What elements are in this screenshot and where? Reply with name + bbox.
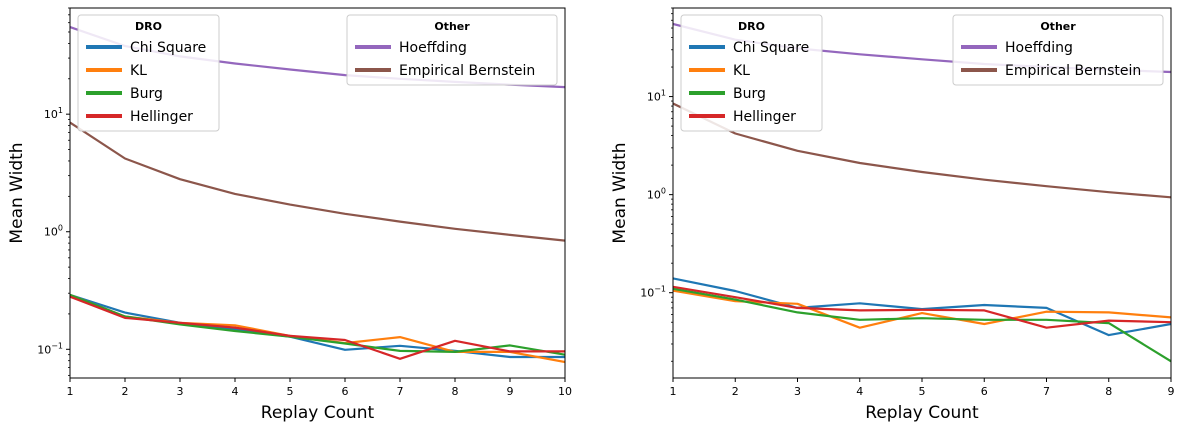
series-line-empirical-bernstein bbox=[673, 102, 1171, 199]
series-line-chi-square bbox=[70, 293, 565, 359]
x-tick-label: 3 bbox=[794, 385, 801, 398]
y-tick-label: 101 bbox=[647, 89, 666, 104]
chart-panel-1: 1 2 3 4 5 6 7 8 9 10 10−1 100 101 Replay Count Mean Wi… bbox=[7, 7, 572, 423]
series-line-hellinger bbox=[70, 295, 565, 360]
legend-entry-label: Burg bbox=[130, 86, 163, 102]
x-tick-label: 10 bbox=[558, 385, 572, 398]
legend-entry-label: Chi Square bbox=[130, 40, 206, 56]
x-tick-label: 7 bbox=[397, 385, 404, 398]
legend-box bbox=[346, 14, 558, 86]
x-tick-label: 6 bbox=[981, 385, 988, 398]
y-tick-label: 100 bbox=[44, 224, 63, 239]
y-tick-label: 10−1 bbox=[640, 285, 666, 300]
series-line-empirical-bernstein bbox=[70, 121, 565, 242]
x-tick-label: 4 bbox=[232, 385, 239, 398]
legend-title: DRO bbox=[738, 20, 765, 33]
y-tick-label: 100 bbox=[647, 187, 666, 202]
legend-entry-label: Empirical Bernstein bbox=[399, 63, 535, 79]
series-line-kl bbox=[70, 293, 565, 364]
series-line-kl bbox=[673, 289, 1171, 329]
x-tick-label: 9 bbox=[507, 385, 514, 398]
y-axis-label: Mean Width bbox=[7, 142, 27, 243]
legend-entry-label: Burg bbox=[733, 86, 766, 102]
legend-entry-label: KL bbox=[733, 63, 750, 79]
legend-title: Other bbox=[1040, 20, 1076, 33]
legend-entry-label: Hellinger bbox=[130, 109, 193, 125]
legend-box bbox=[952, 14, 1164, 86]
legend-other: Other Hoeffding Empirical Bernstein bbox=[952, 14, 1164, 86]
x-tick-label: 1 bbox=[67, 385, 74, 398]
x-tick-label: 6 bbox=[342, 385, 349, 398]
x-tick-label: 5 bbox=[919, 385, 926, 398]
legend-box bbox=[77, 14, 220, 132]
x-tick-label: 8 bbox=[1105, 385, 1112, 398]
x-tick-label: 2 bbox=[732, 385, 739, 398]
x-tick-label: 4 bbox=[856, 385, 863, 398]
legend-entry-label: Empirical Bernstein bbox=[1005, 63, 1141, 79]
legend-entry-label: Chi Square bbox=[733, 40, 809, 56]
legend-box bbox=[680, 14, 823, 132]
x-tick-label: 3 bbox=[177, 385, 184, 398]
legend-entry-label: KL bbox=[130, 63, 147, 79]
legend-title: Other bbox=[434, 20, 470, 33]
x-tick-label: 1 bbox=[670, 385, 677, 398]
series-line-hellinger bbox=[673, 285, 1171, 329]
x-tick-label: 5 bbox=[287, 385, 294, 398]
series-line-burg bbox=[70, 293, 565, 356]
y-tick-label: 101 bbox=[44, 106, 63, 121]
x-tick-label: 2 bbox=[122, 385, 129, 398]
x-tick-label: 8 bbox=[452, 385, 459, 398]
chart-panel-2: 1 2 3 4 5 6 7 8 9 10−1 100 101 Replay Count Mean Widt… bbox=[610, 7, 1175, 423]
legend-entry-label: Hoeffding bbox=[1005, 40, 1073, 56]
x-tick-label: 9 bbox=[1168, 385, 1175, 398]
legend-dro: DRO Chi Square KL Burg Hellinger bbox=[680, 14, 823, 132]
legend-other: Other Hoeffding Empirical Bernstein bbox=[346, 14, 558, 86]
legend-entry-label: Hellinger bbox=[733, 109, 796, 125]
x-tick-label: 7 bbox=[1043, 385, 1050, 398]
legend-entry-label: Hoeffding bbox=[399, 40, 467, 56]
y-axis-label: Mean Width bbox=[610, 142, 630, 243]
series-line-chi-square bbox=[673, 277, 1171, 337]
x-axis-label: Replay Count bbox=[865, 403, 979, 423]
y-tick-label: 10−1 bbox=[37, 341, 63, 356]
legend-title: DRO bbox=[135, 20, 162, 33]
legend-dro: DRO Chi Square KL Burg Hellinger bbox=[77, 14, 220, 132]
x-axis-label: Replay Count bbox=[261, 403, 375, 423]
plot-frame bbox=[69, 7, 566, 379]
